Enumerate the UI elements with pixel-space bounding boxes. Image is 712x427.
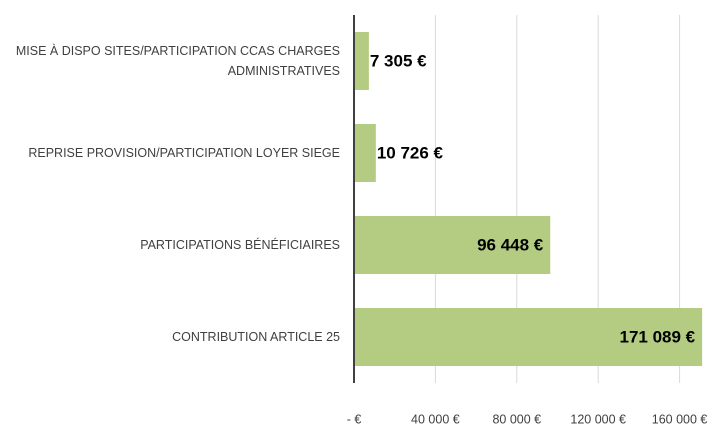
data-label: 96 448 € xyxy=(477,235,544,254)
data-label: 171 089 € xyxy=(620,327,696,346)
category-label: PARTICIPATIONS BÉNÉFICIAIRES xyxy=(140,238,340,252)
category-label: REPRISE PROVISION/PARTICIPATION LOYER SI… xyxy=(28,146,340,160)
x-tick-label: 40 000 € xyxy=(411,412,460,426)
x-tick-label: - € xyxy=(347,412,362,426)
data-label: 10 726 € xyxy=(377,143,444,162)
bar xyxy=(354,124,376,182)
data-label: 7 305 € xyxy=(370,51,427,70)
x-tick-label: 160 000 € xyxy=(652,412,708,426)
bar xyxy=(354,32,369,90)
bar xyxy=(354,308,703,366)
x-tick-label: 80 000 € xyxy=(492,412,541,426)
x-tick-label: 120 000 € xyxy=(570,412,626,426)
category-label: MISE À DISPO SITES/PARTICIPATION CCAS CH… xyxy=(15,44,340,78)
bar xyxy=(354,216,551,274)
category-label: CONTRIBUTION ARTICLE 25 xyxy=(172,330,340,344)
